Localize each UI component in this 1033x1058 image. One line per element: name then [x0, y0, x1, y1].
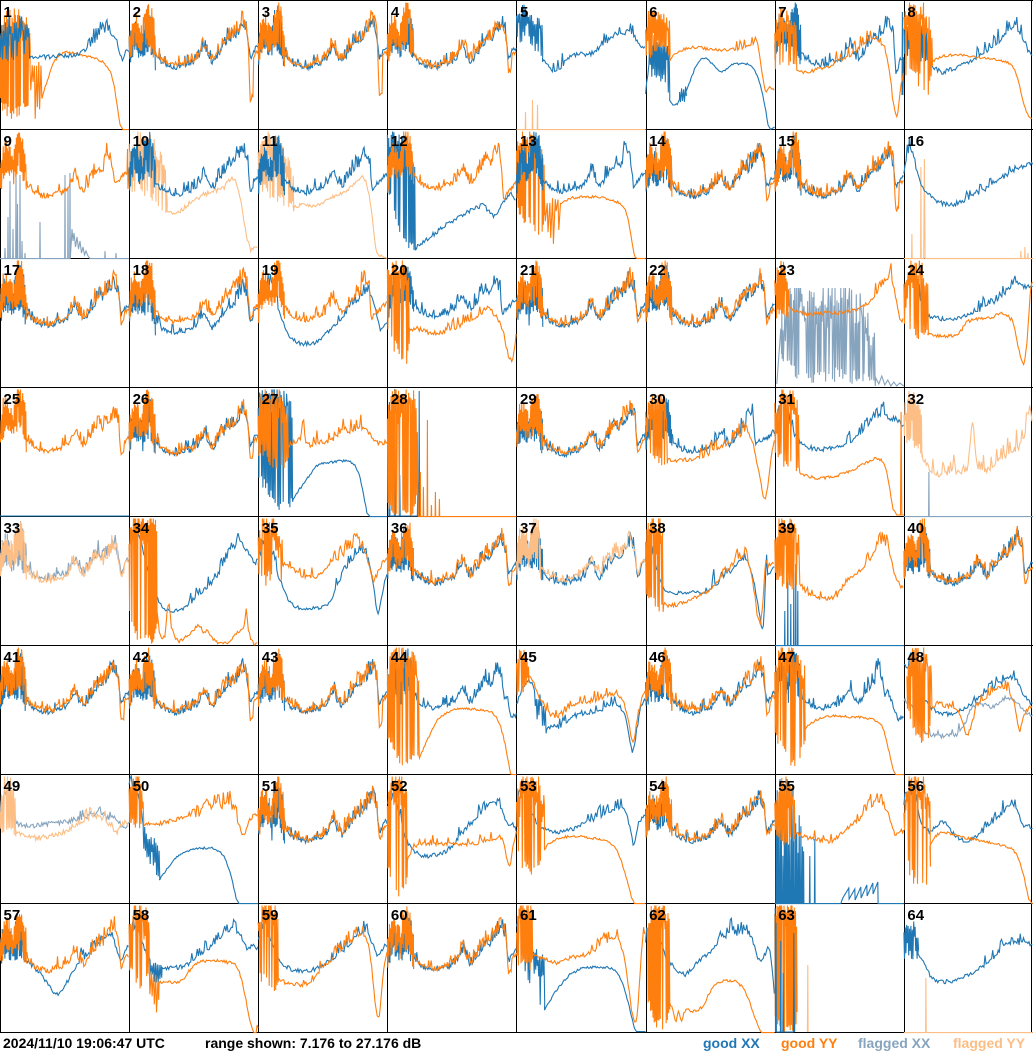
svg-text:54: 54 [649, 778, 666, 795]
svg-text:24: 24 [907, 262, 924, 279]
svg-text:26: 26 [133, 391, 150, 408]
svg-text:59: 59 [262, 907, 279, 924]
svg-text:23: 23 [778, 262, 795, 279]
svg-text:30: 30 [649, 391, 666, 408]
svg-text:55: 55 [778, 778, 795, 795]
svg-text:39: 39 [778, 520, 795, 537]
svg-text:58: 58 [133, 907, 150, 924]
svg-text:60: 60 [391, 907, 408, 924]
svg-text:flagged YY: flagged YY [953, 1035, 1026, 1051]
svg-text:56: 56 [907, 778, 924, 795]
svg-text:17: 17 [4, 262, 21, 279]
svg-text:flagged XX: flagged XX [858, 1035, 931, 1051]
svg-text:19: 19 [262, 262, 279, 279]
svg-text:51: 51 [262, 778, 279, 795]
svg-text:2024/11/10 19:06:47 UTC: 2024/11/10 19:06:47 UTC [3, 1035, 165, 1051]
svg-text:7: 7 [778, 4, 786, 21]
svg-text:45: 45 [520, 649, 537, 666]
svg-text:41: 41 [4, 649, 21, 666]
svg-text:63: 63 [778, 907, 795, 924]
svg-text:53: 53 [520, 778, 537, 795]
svg-text:49: 49 [4, 778, 21, 795]
svg-text:48: 48 [907, 649, 924, 666]
svg-text:44: 44 [391, 649, 408, 666]
svg-text:47: 47 [778, 649, 795, 666]
svg-text:50: 50 [133, 778, 150, 795]
svg-text:36: 36 [391, 520, 408, 537]
svg-text:62: 62 [649, 907, 666, 924]
svg-text:32: 32 [907, 391, 924, 408]
svg-text:18: 18 [133, 262, 150, 279]
svg-text:25: 25 [4, 391, 21, 408]
svg-text:38: 38 [649, 520, 666, 537]
svg-text:14: 14 [649, 133, 666, 150]
svg-text:31: 31 [778, 391, 795, 408]
svg-text:28: 28 [391, 391, 408, 408]
svg-text:43: 43 [262, 649, 279, 666]
svg-text:40: 40 [907, 520, 924, 537]
svg-text:6: 6 [649, 4, 657, 21]
svg-text:8: 8 [907, 4, 915, 21]
svg-text:27: 27 [262, 391, 279, 408]
svg-text:3: 3 [262, 4, 270, 21]
svg-text:9: 9 [4, 133, 12, 150]
svg-text:12: 12 [391, 133, 408, 150]
svg-text:11: 11 [262, 133, 278, 150]
svg-text:13: 13 [520, 133, 537, 150]
svg-text:34: 34 [133, 520, 150, 537]
svg-text:37: 37 [520, 520, 537, 537]
svg-text:range shown: 7.176 to 27.176 d: range shown: 7.176 to 27.176 dB [205, 1035, 421, 1051]
svg-text:57: 57 [4, 907, 21, 924]
svg-text:42: 42 [133, 649, 150, 666]
svg-text:good XX: good XX [703, 1035, 760, 1051]
svg-text:20: 20 [391, 262, 408, 279]
svg-text:15: 15 [778, 133, 795, 150]
svg-text:10: 10 [133, 133, 150, 150]
svg-text:46: 46 [649, 649, 666, 666]
svg-text:21: 21 [520, 262, 537, 279]
svg-text:4: 4 [391, 4, 400, 21]
svg-text:35: 35 [262, 520, 279, 537]
svg-text:29: 29 [520, 391, 537, 408]
svg-text:1: 1 [4, 4, 12, 21]
svg-text:16: 16 [907, 133, 924, 150]
svg-text:5: 5 [520, 4, 528, 21]
svg-text:good YY: good YY [781, 1035, 838, 1051]
svg-text:33: 33 [4, 520, 21, 537]
svg-text:61: 61 [520, 907, 537, 924]
svg-text:52: 52 [391, 778, 408, 795]
svg-text:22: 22 [649, 262, 666, 279]
svg-text:64: 64 [907, 907, 924, 924]
svg-text:2: 2 [133, 4, 141, 21]
